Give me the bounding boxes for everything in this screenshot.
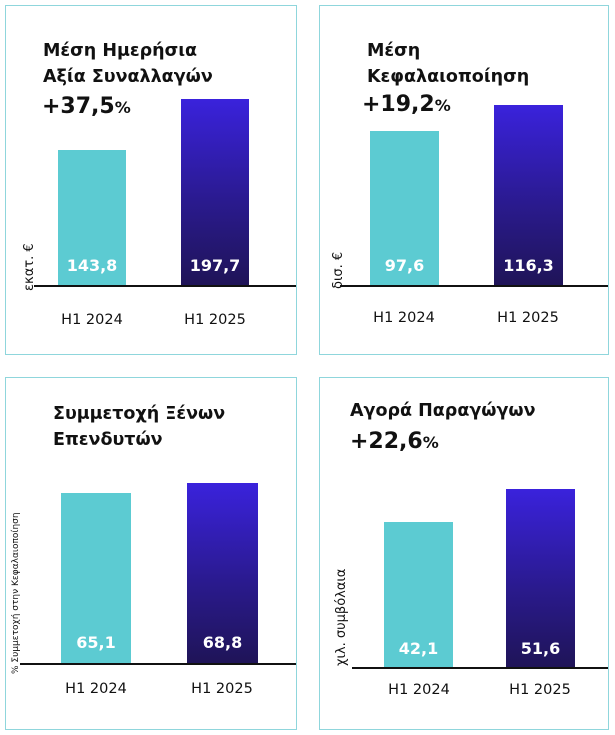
change-unit: %	[114, 98, 131, 117]
y-axis-label: εκατ. €	[22, 243, 37, 291]
data-label-h1-2025: 197,7	[189, 256, 241, 275]
bar-h1-2024	[384, 522, 453, 668]
chart-title: Αγορά Παραγώγων	[350, 398, 536, 424]
bar-h1-2024	[370, 131, 439, 286]
x-axis-baseline	[34, 285, 296, 287]
chart-title: Μέση Ημερήσια Αξία Συναλλαγών	[43, 38, 213, 90]
chart-panel-derivatives: Αγορά Παραγώγων +22,6% χιλ. συμβόλαια 42…	[319, 377, 609, 730]
x-tick-label: H1 2025	[184, 312, 246, 328]
x-axis-baseline	[352, 667, 608, 669]
chart-title-line: Μέση	[367, 41, 421, 61]
change-value: +19,2%	[362, 92, 451, 117]
chart-title-line: Αγορά Παραγώγων	[350, 401, 536, 421]
change-value: +37,5%	[42, 94, 131, 119]
chart-panel-market-cap: Μέση Κεφαλαιοποίηση +19,2% δισ. € 97,6 1…	[319, 5, 609, 355]
data-label-h1-2024: 65,1	[76, 633, 116, 652]
change-unit: %	[422, 433, 439, 452]
x-tick-label: H1 2025	[191, 681, 253, 697]
bar-h1-2024	[61, 493, 131, 664]
bar-h1-2025	[494, 105, 563, 286]
y-axis-label: χιλ. συμβόλαια	[334, 568, 349, 666]
x-axis-baseline	[340, 285, 608, 287]
data-label-h1-2024: 97,6	[384, 256, 425, 275]
chart-title-line: Αξία Συναλλαγών	[43, 67, 213, 87]
y-axis-label: % Συμμετοχή στην Κεφαλαιοποίηση	[11, 512, 21, 674]
change-number: +37,5	[42, 94, 115, 119]
change-unit: %	[434, 96, 451, 115]
x-tick-label: H1 2025	[509, 682, 571, 698]
x-tick-label: H1 2025	[497, 310, 559, 326]
x-tick-label: H1 2024	[65, 681, 127, 697]
data-label-h1-2025: 51,6	[520, 639, 561, 658]
chart-title-line: Επενδυτών	[53, 430, 163, 450]
chart-title: Μέση Κεφαλαιοποίηση	[367, 38, 529, 90]
chart-panel-foreign-investors: Συμμετοχή Ξένων Επενδυτών % Συμμετοχή στ…	[5, 377, 297, 730]
data-label-h1-2025: 68,8	[202, 633, 243, 652]
x-axis-baseline	[20, 663, 296, 665]
y-axis-label: δισ. €	[331, 251, 346, 289]
chart-title-line: Συμμετοχή Ξένων	[53, 404, 226, 424]
chart-panel-trading-value: Μέση Ημερήσια Αξία Συναλλαγών +37,5% εκα…	[5, 5, 297, 355]
data-label-h1-2025: 116,3	[503, 256, 554, 275]
x-tick-label: H1 2024	[61, 312, 123, 328]
chart-title-line: Μέση Ημερήσια	[43, 41, 198, 61]
data-label-h1-2024: 143,8	[66, 256, 118, 275]
bar-h1-2025	[187, 483, 258, 664]
bar-h1-2025	[506, 489, 575, 668]
change-value: +22,6%	[350, 429, 439, 454]
chart-title: Συμμετοχή Ξένων Επενδυτών	[53, 401, 225, 453]
change-number: +22,6	[350, 429, 423, 454]
chart-title-line: Κεφαλαιοποίηση	[367, 67, 530, 87]
bar-h1-2025	[181, 99, 249, 286]
bar-h1-2024	[58, 150, 126, 286]
x-tick-label: H1 2024	[388, 682, 450, 698]
x-tick-label: H1 2024	[373, 310, 435, 326]
change-number: +19,2	[362, 92, 435, 117]
data-label-h1-2024: 42,1	[398, 639, 439, 658]
